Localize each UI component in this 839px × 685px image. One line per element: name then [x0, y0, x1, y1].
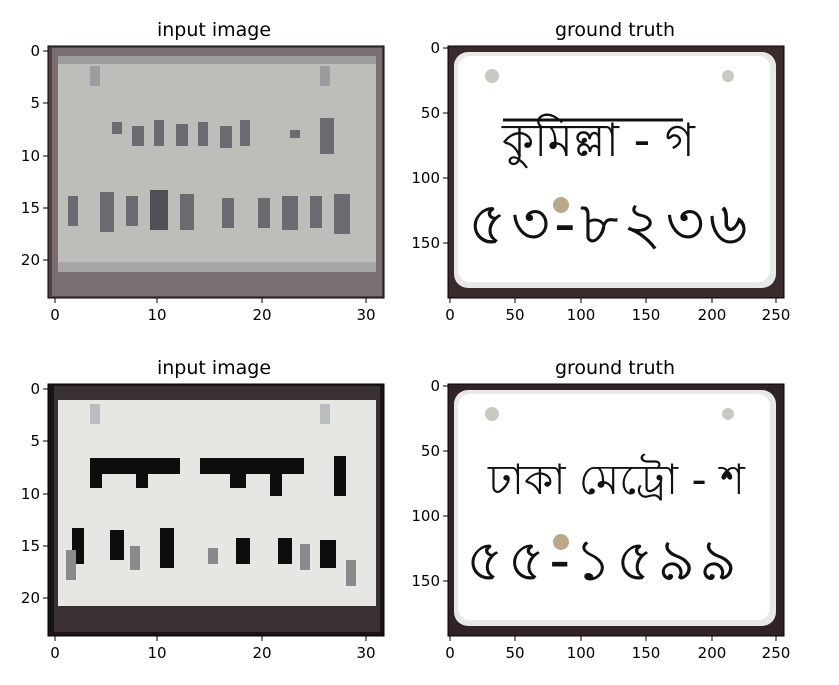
y-tick-label: 10 [21, 485, 40, 503]
panel-input-image-2: input image [21, 357, 385, 662]
x-tick-label: 0 [445, 644, 455, 662]
plate-photo: ঢাকা মেট্রো - শ ৫৫-১৫৯৯ [448, 384, 784, 636]
panel-ground-truth-1: ground truth কুমিল্লা - গ ৫৩-৮২৩৬ 0 50 1… [411, 19, 790, 324]
axes-frame [447, 45, 785, 299]
plate-line-1: কুমিল্লা - গ [501, 113, 696, 169]
y-axis: 0 5 10 15 20 [21, 380, 48, 607]
x-tick-label: 30 [356, 306, 375, 324]
y-tick-label: 150 [411, 234, 440, 252]
x-tick-label: 30 [356, 644, 375, 662]
x-tick-label: 200 [698, 306, 727, 324]
plate-line-2: ৫৩-৮২৩৬ [468, 189, 752, 259]
x-tick-label: 50 [505, 644, 524, 662]
panel-input-image-1: input image [21, 19, 385, 324]
x-tick-label: 50 [505, 306, 524, 324]
pixelated-plate-image [48, 46, 384, 298]
plate-line-1: ঢাকা মেট্রো - শ [487, 454, 746, 504]
y-axis: 0 50 100 150 [411, 39, 448, 252]
x-axis: 0 50 100 150 200 250 [445, 298, 790, 324]
panel-ground-truth-2: ground truth ঢাকা মেট্রো - শ ৫৫-১৫৯৯ 0 5… [411, 357, 790, 662]
x-tick-label: 20 [252, 644, 271, 662]
y-tick-label: 20 [21, 589, 40, 607]
y-tick-label: 0 [30, 380, 40, 398]
y-tick-label: 0 [430, 377, 440, 395]
panel-title: ground truth [555, 357, 675, 379]
x-tick-label: 200 [698, 644, 727, 662]
axes-frame [447, 383, 785, 637]
pixelated-plate-image [48, 384, 384, 636]
y-tick-label: 5 [30, 432, 40, 450]
panel-title: input image [157, 357, 271, 379]
y-tick-label: 150 [411, 572, 440, 590]
x-tick-label: 150 [632, 306, 661, 324]
x-tick-label: 10 [147, 644, 166, 662]
x-axis: 0 50 100 150 200 250 [445, 636, 790, 662]
plate-line-2: ৫৫-১৫৯৯ [466, 526, 741, 594]
x-tick-label: 10 [147, 306, 166, 324]
y-tick-label: 50 [421, 104, 440, 122]
x-tick-label: 0 [50, 306, 60, 324]
axes-frame [47, 45, 385, 299]
y-tick-label: 20 [21, 251, 40, 269]
y-axis: 0 50 100 150 [411, 377, 448, 590]
y-tick-label: 15 [21, 537, 40, 555]
y-tick-label: 0 [430, 39, 440, 57]
y-axis: 0 5 10 15 20 [21, 42, 48, 269]
panel-title: ground truth [555, 19, 675, 41]
x-axis: 0 10 20 30 [50, 636, 376, 662]
y-tick-label: 15 [21, 199, 40, 217]
y-tick-label: 5 [30, 94, 40, 112]
y-tick-label: 100 [411, 169, 440, 187]
axes-frame [47, 383, 385, 637]
x-tick-label: 0 [50, 644, 60, 662]
x-tick-label: 100 [567, 306, 596, 324]
y-tick-label: 0 [30, 42, 40, 60]
plate-photo: কুমিল্লা - গ ৫৩-৮২৩৬ [448, 46, 784, 298]
x-tick-label: 20 [252, 306, 271, 324]
y-tick-label: 10 [21, 147, 40, 165]
x-tick-label: 250 [762, 306, 791, 324]
panel-title: input image [157, 19, 271, 41]
x-tick-label: 0 [445, 306, 455, 324]
y-tick-label: 50 [421, 442, 440, 460]
x-tick-label: 150 [632, 644, 661, 662]
x-axis: 0 10 20 30 [50, 298, 376, 324]
x-tick-label: 100 [567, 644, 596, 662]
x-tick-label: 250 [762, 644, 791, 662]
y-tick-label: 100 [411, 507, 440, 525]
